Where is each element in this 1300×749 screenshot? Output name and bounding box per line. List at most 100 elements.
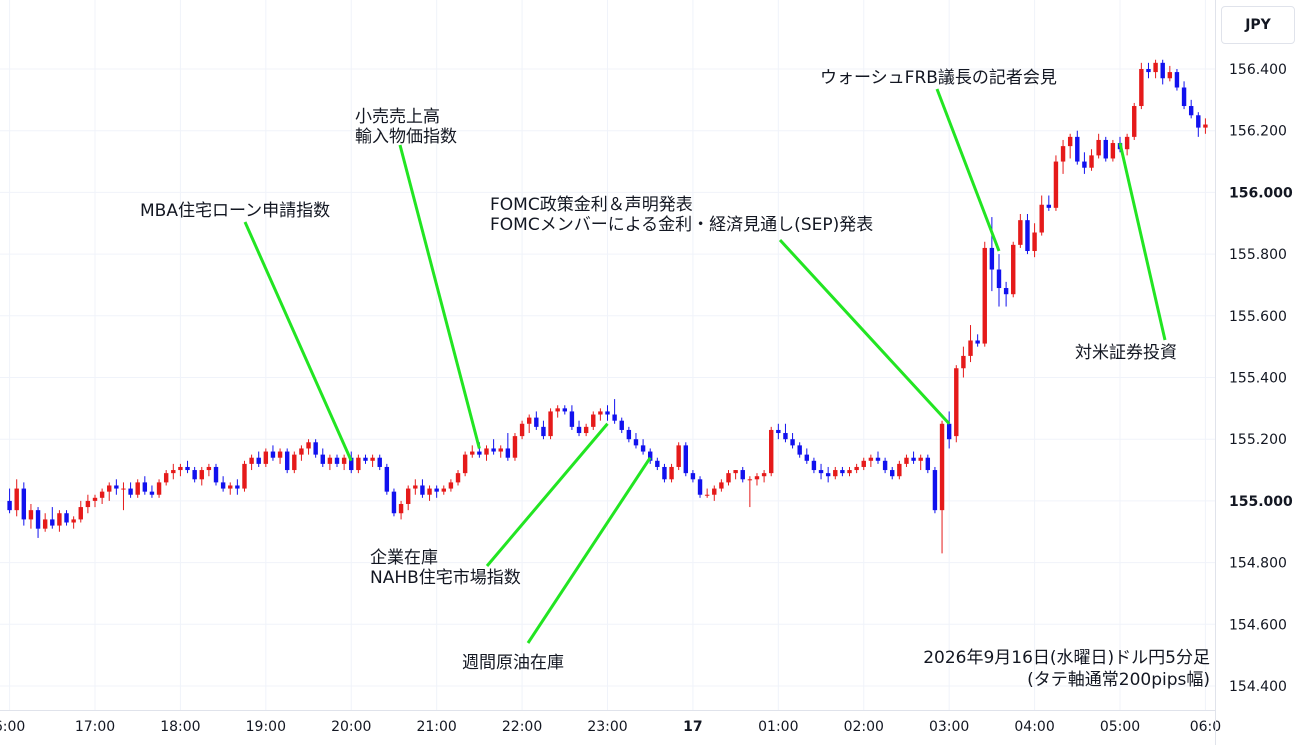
candle (761, 470, 767, 483)
candle-body-down (576, 426, 582, 434)
candle-body-down (1188, 106, 1194, 116)
candle (1060, 139, 1066, 174)
candle-body-down (619, 420, 624, 430)
candle (1039, 195, 1044, 236)
currency-badge[interactable]: JPY (1221, 6, 1295, 44)
candle (505, 433, 511, 461)
candle-body-down (1025, 220, 1030, 252)
candle-body-down (1082, 161, 1087, 168)
candle-body-down (690, 473, 696, 480)
candle-body-down (804, 454, 810, 461)
candle-body-down (569, 411, 575, 427)
candle-body-up (405, 488, 411, 504)
candle-body-down (776, 429, 781, 434)
candle-body-down (128, 488, 133, 495)
x-tick-label: 23:00 (587, 719, 627, 735)
candle-body-down (334, 457, 340, 464)
candle-body-down (925, 457, 931, 471)
candle-body-down (235, 485, 240, 489)
candle (1075, 130, 1080, 165)
candle-body-up (555, 408, 560, 412)
candle-body-up (263, 451, 269, 464)
candle-body-down (662, 466, 667, 480)
candle-body-up (769, 429, 774, 474)
y-tick-label: 155.600 (1229, 309, 1287, 325)
candle-body-up (833, 470, 838, 477)
candle (135, 479, 140, 498)
annotation-label: 対米証券投資 (1075, 343, 1177, 363)
candle (640, 439, 646, 455)
candle (1174, 69, 1180, 91)
candle-body-up (1124, 136, 1130, 150)
x-tick-label: 20:00 (331, 719, 371, 735)
candle-body-down (1075, 136, 1080, 162)
candle-body-down (975, 340, 980, 344)
candle (1110, 139, 1116, 162)
candle (1053, 155, 1059, 211)
candle-body-up (1053, 161, 1059, 208)
y-tick-label: 154.600 (1229, 617, 1287, 633)
candle (320, 448, 325, 467)
candle-body-down (534, 417, 539, 427)
candle-body-down (1196, 115, 1201, 128)
candle (498, 445, 503, 458)
annotation: MBA住宅ローン申請指数 (140, 201, 353, 462)
candle-body-up (242, 463, 247, 489)
candle (57, 510, 62, 532)
candle (1067, 133, 1073, 159)
annotation-leader-line (243, 221, 353, 462)
candle (462, 451, 468, 477)
candle-layer (7, 59, 1208, 554)
candle (1139, 62, 1144, 110)
candle-body-up (1011, 244, 1016, 295)
annotation-label: FOMCメンバーによる金利・経済見通し(SEP)発表 (490, 215, 873, 235)
candle-body-up (598, 411, 603, 415)
candle (398, 500, 404, 520)
annotation-leader-line (485, 422, 609, 567)
candle-body-up (299, 448, 304, 455)
candle-body-down (840, 470, 845, 474)
candle-body-down (1181, 87, 1187, 107)
candle-body-down (996, 269, 1002, 289)
x-tick-label: 04:00 (1014, 719, 1054, 735)
candle (726, 470, 731, 486)
candle (441, 485, 446, 495)
candle (448, 479, 454, 492)
candle-body-down (363, 457, 368, 461)
candle (1096, 133, 1101, 159)
annotation-leader-line (1118, 142, 1167, 341)
candle-body-up (206, 466, 212, 471)
x-tick-label: 17:00 (75, 719, 115, 735)
candle (541, 420, 546, 440)
annotation-leader-line (935, 88, 1001, 252)
candle (213, 463, 219, 486)
candle (299, 445, 304, 461)
annotation-leader-line (778, 238, 951, 425)
candle (840, 466, 845, 477)
candle-body-up (356, 457, 361, 471)
chart-caption: 2026年9月16日(水曜日)ドル円5分足 (923, 648, 1210, 668)
candle (128, 482, 133, 498)
candle (413, 479, 418, 495)
candle (306, 439, 311, 455)
candle-body-up (441, 488, 446, 492)
candle-body-up (57, 513, 62, 526)
candle-body-up (726, 473, 731, 483)
candle-body-down (50, 519, 55, 526)
candle-body-down (7, 500, 12, 511)
y-tick-label: 156.400 (1229, 62, 1287, 78)
annotation-label: 小売売上高 (355, 107, 440, 127)
candle-body-up (327, 457, 333, 464)
candle-body-up (448, 482, 454, 489)
y-tick-label: 154.400 (1229, 679, 1287, 695)
candle (512, 433, 518, 461)
candle-body-up (1096, 139, 1101, 156)
candle-body-up (92, 497, 98, 501)
candle (263, 448, 269, 467)
candle (740, 466, 745, 483)
candle-body-down (605, 411, 610, 415)
y-tick-label: 156.200 (1229, 124, 1287, 140)
candle-body-up (85, 500, 91, 508)
candle-body-up (897, 463, 902, 477)
